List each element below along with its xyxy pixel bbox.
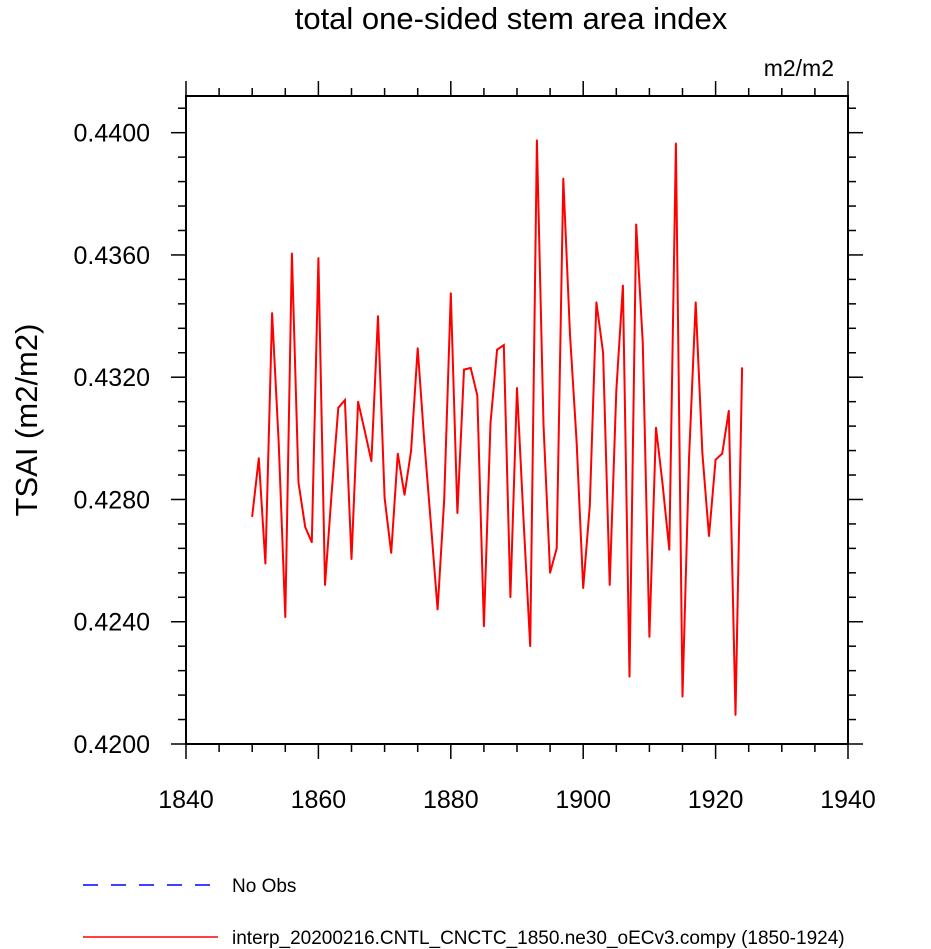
data-point xyxy=(588,504,591,507)
data-point xyxy=(661,483,664,486)
data-point xyxy=(648,636,651,638)
data-point xyxy=(251,515,254,518)
data-point xyxy=(708,535,710,538)
data-point xyxy=(655,426,657,429)
data-point xyxy=(416,347,419,350)
y-axis-label: TSAI (m2/m2) xyxy=(9,324,44,517)
data-point xyxy=(483,625,485,628)
data-point xyxy=(549,571,551,574)
data-point xyxy=(476,394,479,397)
data-point xyxy=(562,177,565,180)
data-point xyxy=(423,440,426,443)
chart-title: total one-sided stem area index xyxy=(295,1,728,36)
legend: No Obs interp_20200216.CNTL_CNCTC_1850.ne… xyxy=(83,876,845,949)
data-point xyxy=(522,519,525,522)
x-tick-label: 1900 xyxy=(555,786,611,814)
x-tick-label: 1880 xyxy=(423,786,479,814)
data-point xyxy=(509,596,512,599)
data-point xyxy=(694,301,697,304)
data-point xyxy=(390,552,393,554)
legend-label: No Obs xyxy=(232,876,296,897)
data-point xyxy=(714,458,717,461)
plot-frame xyxy=(185,95,849,745)
data-point xyxy=(383,497,386,499)
data-point xyxy=(529,645,532,648)
data-point xyxy=(727,409,730,412)
data-point xyxy=(622,284,624,287)
data-point xyxy=(602,351,604,354)
x-tick-label: 1860 xyxy=(291,786,347,814)
data-point xyxy=(291,252,293,255)
data-point xyxy=(628,675,631,678)
data-point xyxy=(535,139,538,142)
data-point xyxy=(317,257,320,259)
data-point xyxy=(370,460,373,463)
data-point xyxy=(436,608,439,611)
data-point xyxy=(635,223,638,226)
x-tick-label: 1840 xyxy=(158,786,214,814)
y-tick-label: 0.4200 xyxy=(74,731,150,759)
x-tick-label: 1940 xyxy=(820,786,876,814)
data-point xyxy=(403,493,406,496)
data-point xyxy=(489,422,492,424)
data-point xyxy=(569,333,571,336)
data-point xyxy=(264,562,267,565)
data-point xyxy=(575,440,578,443)
data-point xyxy=(310,541,313,544)
y-tick-label: 0.4280 xyxy=(74,486,150,514)
data-point xyxy=(582,587,585,590)
series-layer xyxy=(251,139,744,716)
data-point xyxy=(463,368,465,371)
data-point xyxy=(595,301,598,304)
data-point xyxy=(681,695,684,698)
data-point xyxy=(304,526,307,528)
data-point xyxy=(430,523,432,525)
data-point xyxy=(449,292,452,295)
data-point xyxy=(377,315,379,317)
data-point xyxy=(357,400,360,403)
data-point xyxy=(277,442,280,444)
data-point xyxy=(608,584,611,586)
data-point xyxy=(496,348,499,351)
data-point xyxy=(741,367,743,369)
data-point xyxy=(324,584,326,586)
data-point xyxy=(284,616,287,619)
y-tick-label: 0.4240 xyxy=(74,609,150,637)
data-point xyxy=(271,312,273,314)
data-point xyxy=(542,423,545,426)
data-point xyxy=(343,399,346,402)
x-tick-label: 1920 xyxy=(688,786,744,814)
series-line xyxy=(251,140,744,716)
data-point xyxy=(337,406,340,409)
data-point xyxy=(350,558,353,560)
data-point xyxy=(330,492,333,495)
data-point xyxy=(502,344,505,347)
data-point xyxy=(734,714,737,716)
data-point xyxy=(668,549,671,551)
data-point xyxy=(555,547,558,550)
data-point xyxy=(363,429,366,432)
data-point xyxy=(516,387,518,389)
data-point xyxy=(257,457,260,460)
legend-label: interp_20200216.CNTL_CNCTC_1850.ne30_oEC… xyxy=(232,928,845,949)
data-point xyxy=(701,452,704,455)
axes: 1840 1860 1880 1900 1920 1940 0.4200 0.4240 0.42… xyxy=(74,81,876,814)
data-point xyxy=(674,142,677,145)
data-point xyxy=(641,342,644,345)
units-label: m2/m2 xyxy=(764,55,834,81)
data-point xyxy=(410,449,412,452)
data-point xyxy=(396,452,399,455)
data-point xyxy=(443,498,446,501)
data-point xyxy=(469,367,472,369)
data-point xyxy=(297,481,300,484)
data-point xyxy=(456,512,459,515)
y-tick-label: 0.4320 xyxy=(74,364,150,392)
y-tick-label: 0.4360 xyxy=(74,242,150,270)
data-point xyxy=(721,452,724,455)
data-point xyxy=(688,455,691,458)
y-tick-label: 0.4400 xyxy=(74,120,150,148)
data-point xyxy=(615,390,618,392)
